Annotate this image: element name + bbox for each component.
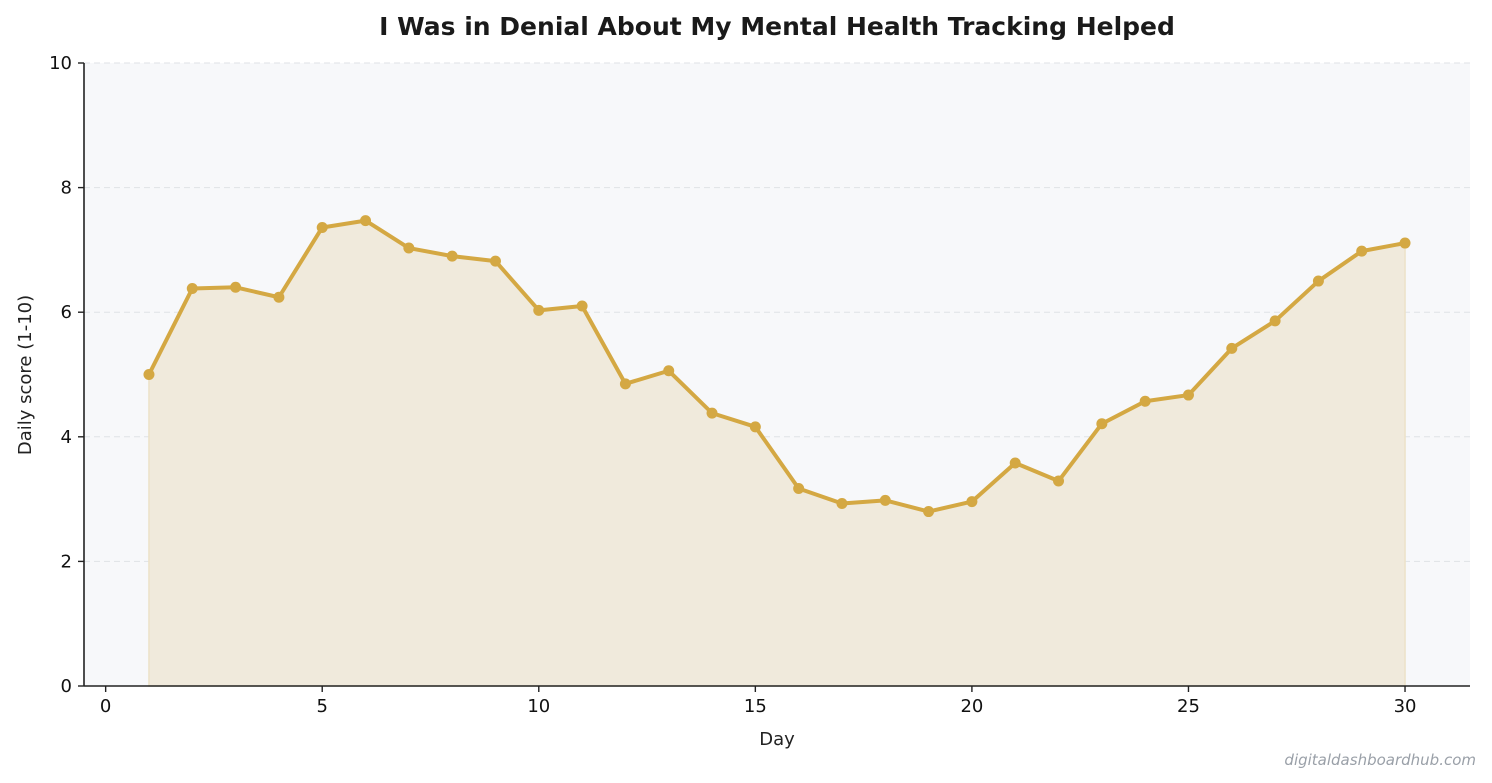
data-point: [1356, 245, 1368, 257]
data-point: [966, 496, 978, 508]
data-point: [1269, 315, 1281, 327]
y-tick-label: 8: [61, 178, 72, 199]
x-tick-label: 25: [1177, 696, 1200, 717]
data-point: [1096, 418, 1108, 430]
data-point: [706, 407, 718, 419]
x-tick-label: 0: [100, 696, 111, 717]
x-tick-label: 5: [316, 696, 327, 717]
y-axis-ticks: 0 2 4 6 8 10: [49, 53, 84, 697]
data-point: [1053, 475, 1065, 487]
data-point: [273, 291, 285, 303]
data-point: [1182, 389, 1194, 401]
data-point: [663, 365, 675, 377]
series-line: [146, 218, 1408, 514]
x-tick-label: 30: [1394, 696, 1417, 717]
x-tick-label: 15: [744, 696, 767, 717]
x-axis-ticks: 0 5 10 15 20 25 30: [100, 686, 1417, 717]
data-point: [619, 378, 631, 390]
y-tick-label: 0: [61, 676, 72, 697]
x-axis-label: Day: [759, 729, 795, 750]
data-point: [749, 421, 761, 433]
y-tick-label: 4: [61, 427, 72, 448]
data-point: [230, 281, 242, 293]
data-point: [836, 497, 848, 509]
data-point: [923, 506, 935, 518]
data-point: [489, 255, 501, 267]
data-point: [403, 242, 415, 254]
y-axis-label: Daily score (1-10): [15, 295, 36, 455]
watermark: digitaldashboardhub.com: [1284, 751, 1476, 769]
data-point: [143, 369, 155, 380]
data-point: [360, 215, 372, 227]
data-point: [446, 250, 458, 262]
data-point: [879, 494, 891, 506]
data-points: [143, 215, 1411, 518]
data-point: [1226, 342, 1238, 354]
data-point: [316, 221, 328, 233]
x-tick-label: 20: [960, 696, 983, 717]
data-point: [576, 300, 588, 312]
data-point: [533, 304, 545, 316]
data-point: [1009, 457, 1021, 469]
x-tick-label: 10: [527, 696, 550, 717]
chart-title: I Was in Denial About My Mental Health T…: [379, 12, 1175, 41]
data-point: [1399, 237, 1411, 249]
data-point: [1312, 275, 1324, 287]
data-point: [793, 483, 805, 495]
data-point: [1139, 395, 1151, 407]
y-tick-label: 2: [61, 551, 72, 572]
data-point: [186, 283, 198, 295]
y-tick-label: 10: [49, 53, 72, 74]
y-tick-label: 6: [61, 302, 72, 323]
